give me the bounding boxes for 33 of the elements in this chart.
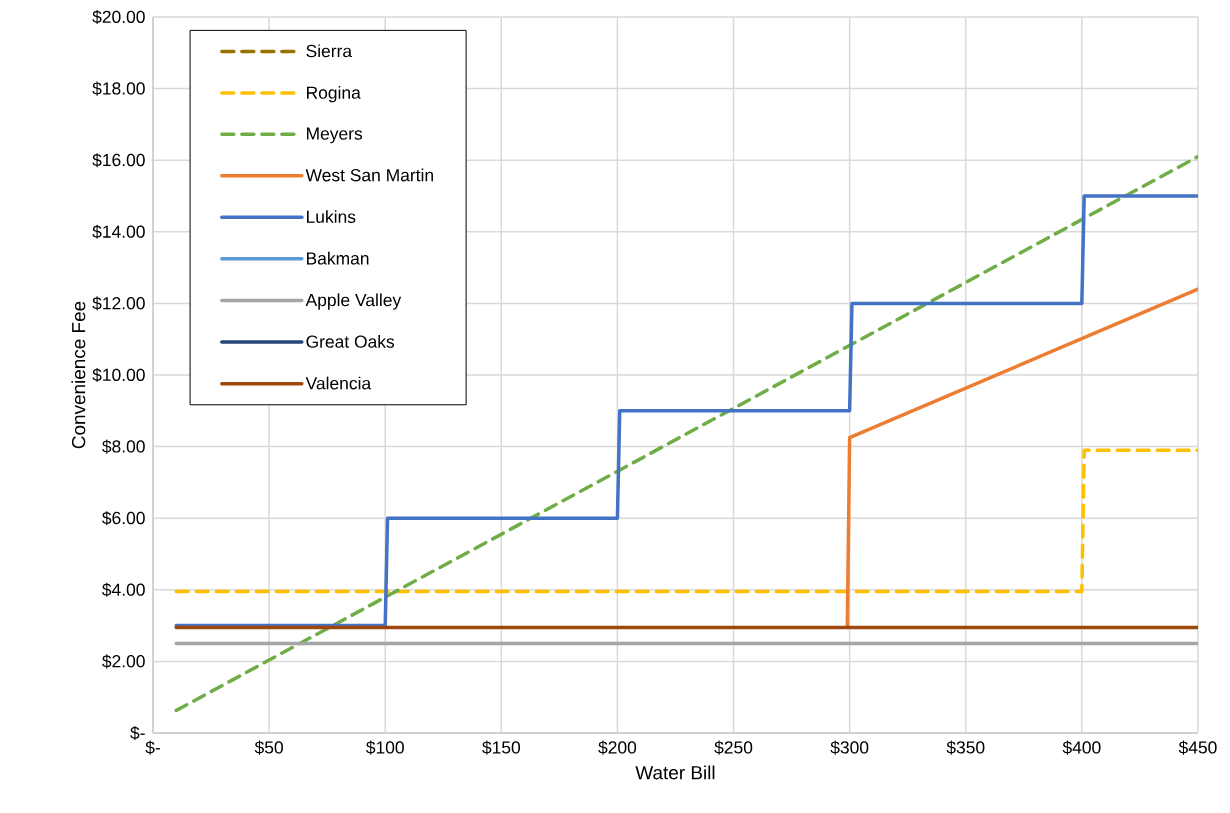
legend-label: Apple Valley bbox=[305, 293, 402, 310]
x-tick-label: $100 bbox=[366, 740, 404, 755]
x-axis-title: Water Bill bbox=[635, 765, 715, 780]
y-tick-label: $14.00 bbox=[92, 224, 145, 239]
y-axis-title: Convenience Fee bbox=[71, 301, 86, 449]
legend-label: Bakman bbox=[307, 251, 369, 265]
legend-label: Sierra bbox=[306, 44, 353, 58]
y-tick-label: $2.00 bbox=[102, 654, 145, 669]
y-tick-label: $8.00 bbox=[102, 439, 145, 454]
line-series bbox=[174, 194, 1198, 628]
legend-label: Lukins bbox=[307, 210, 356, 223]
y-tick-label: $4.00 bbox=[102, 582, 145, 597]
y-tick-label: $20.00 bbox=[92, 9, 145, 25]
x-tick-label: $300 bbox=[830, 740, 869, 755]
x-tick-label: $50 bbox=[254, 740, 283, 755]
x-tick-label: $350 bbox=[946, 740, 985, 755]
x-tick-label: $250 bbox=[714, 740, 753, 755]
legend-label: Great Oaks bbox=[306, 335, 395, 348]
legend-label: West San Martin bbox=[305, 168, 433, 182]
legend-label: Meyers bbox=[307, 127, 363, 144]
x-tick-label: $400 bbox=[1062, 740, 1101, 755]
x-tick-label: $150 bbox=[482, 740, 521, 755]
y-tick-label: $6.00 bbox=[102, 511, 145, 526]
y-tick-label: $16.00 bbox=[92, 153, 145, 168]
x-tick-label: $- bbox=[145, 740, 160, 755]
y-tick-label: $18.00 bbox=[92, 81, 145, 96]
legend-label: Valencia bbox=[305, 376, 372, 390]
x-tick-label: $450 bbox=[1178, 740, 1217, 755]
y-tick-label: $12.00 bbox=[92, 296, 145, 311]
legend-label: Rogina bbox=[307, 85, 361, 103]
y-tick-label: $- bbox=[130, 725, 145, 741]
y-tick-label: $10.00 bbox=[92, 367, 145, 383]
x-tick-label: $200 bbox=[598, 740, 637, 755]
